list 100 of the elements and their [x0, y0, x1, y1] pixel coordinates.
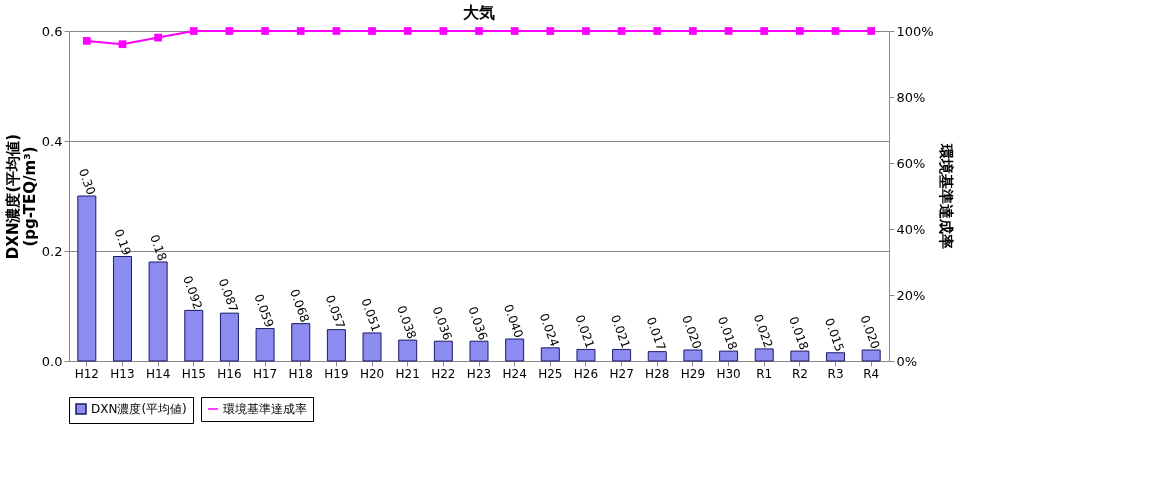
x-tick-label: H27 — [609, 366, 634, 381]
x-tick-label: H17 — [252, 366, 278, 381]
bar — [719, 350, 739, 362]
x-tick-label: H18 — [288, 366, 313, 381]
data-label: 0.021 — [572, 313, 598, 351]
point — [867, 27, 876, 35]
point — [546, 27, 555, 35]
y2-tick-label: 60% — [896, 155, 926, 171]
bar — [683, 349, 703, 362]
bar — [326, 329, 346, 362]
data-label: 0.068 — [287, 287, 313, 325]
x-tick-label: H25 — [538, 366, 563, 381]
point — [368, 27, 376, 35]
y2-tick-label: 40% — [896, 221, 926, 237]
x-tick-label: H15 — [181, 366, 206, 381]
bar — [861, 349, 881, 362]
bar — [754, 348, 774, 362]
point — [760, 27, 769, 35]
point — [617, 27, 626, 35]
point — [831, 27, 840, 35]
x-tick-label: H23 — [466, 366, 492, 381]
point — [82, 37, 91, 45]
data-label: 0.017 — [643, 315, 669, 353]
point — [439, 27, 448, 35]
x-tick-label: R1 — [756, 366, 773, 381]
bar — [790, 350, 810, 362]
point — [332, 27, 341, 35]
bar — [148, 261, 168, 362]
x-tick-label: H19 — [324, 366, 349, 381]
data-label: 0.022 — [750, 312, 776, 350]
data-label: 0.021 — [607, 313, 633, 351]
x-tick-label: H30 — [716, 366, 741, 381]
x-tick-label: H21 — [395, 366, 420, 381]
y2-axis-title: 環境基準達成率 — [936, 143, 955, 249]
data-label: 0.015 — [821, 316, 847, 354]
data-label: 0.036 — [465, 304, 491, 342]
bar — [469, 340, 489, 362]
chart-title: 大気 — [463, 3, 495, 22]
bar — [433, 340, 453, 362]
point — [261, 27, 269, 35]
y-tick-label: 0.0 — [41, 353, 63, 369]
x-tick-label: R4 — [863, 366, 880, 381]
legend-label: DXN濃度(平均値) — [91, 402, 187, 416]
data-label: 0.018 — [714, 314, 740, 352]
point — [510, 27, 519, 35]
bar — [398, 339, 418, 362]
x-tick-label: H14 — [145, 366, 171, 381]
data-label: 0.057 — [322, 293, 348, 331]
data-label: 0.038 — [394, 303, 419, 341]
point — [689, 27, 697, 35]
x-tick-label: H13 — [110, 366, 135, 381]
bar — [112, 256, 132, 362]
bar — [255, 328, 275, 362]
data-label: 0.036 — [429, 304, 455, 342]
data-label: 0.040 — [501, 302, 526, 340]
bar — [576, 348, 596, 362]
bar — [184, 309, 204, 362]
data-label: 0.020 — [679, 313, 705, 351]
point — [582, 27, 590, 35]
x-tick-label: H22 — [431, 366, 456, 381]
bar — [612, 348, 632, 362]
bar — [540, 347, 560, 362]
data-label: 0.051 — [358, 296, 384, 334]
bar — [647, 351, 667, 362]
point — [225, 27, 234, 35]
bar — [219, 312, 239, 362]
point — [475, 27, 483, 35]
point — [118, 40, 127, 49]
bar — [505, 338, 525, 362]
bar — [77, 195, 97, 362]
x-tick-label: H20 — [359, 366, 385, 381]
data-label: 0.059 — [251, 292, 277, 330]
point — [154, 33, 162, 42]
x-tick-label: R2 — [791, 366, 808, 381]
x-tick-label: H26 — [573, 366, 599, 381]
y2-tick-label: 0% — [896, 353, 918, 369]
data-label: 0.18 — [147, 232, 170, 263]
y2-tick-label: 80% — [896, 89, 926, 105]
data-label: 0.30 — [75, 166, 99, 197]
x-tick-label: R3 — [827, 366, 844, 381]
point — [796, 27, 804, 35]
x-tick-label: H29 — [680, 366, 706, 381]
y2-tick-label: 20% — [896, 287, 926, 303]
data-label: 0.19 — [111, 227, 134, 258]
y-axis-title: DXN濃度(平均値) (pg-TEQ/m³) — [3, 133, 39, 260]
y-tick-label: 0.4 — [41, 133, 63, 149]
point — [189, 27, 198, 35]
data-label: 0.018 — [786, 314, 812, 352]
point — [403, 27, 412, 35]
bar — [291, 323, 311, 362]
legend-label: 環境基準達成率 — [223, 402, 307, 416]
point — [296, 27, 305, 35]
y2-tick-label: 100% — [896, 23, 934, 39]
point — [724, 27, 733, 35]
bar — [362, 332, 382, 362]
data-label: 0.020 — [857, 313, 883, 351]
x-tick-label: H28 — [645, 366, 670, 381]
data-label: 0.092 — [180, 274, 206, 312]
bar — [826, 352, 846, 362]
point — [653, 27, 662, 35]
